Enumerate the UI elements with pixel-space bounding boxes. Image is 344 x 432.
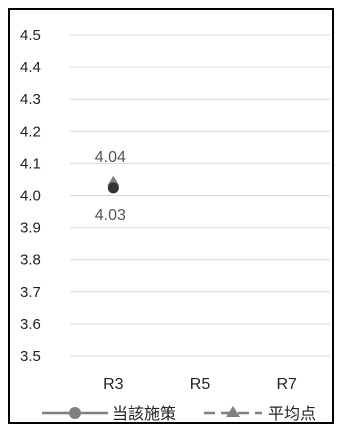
legend: 当該施策 平均点 — [42, 404, 316, 423]
x-tick-label: R7 — [276, 376, 297, 393]
y-tick-label: 4.0 — [20, 188, 41, 205]
legend-label-policy: 当該施策 — [112, 404, 176, 423]
legend-label-average: 平均点 — [268, 404, 316, 423]
series-policy-point — [107, 182, 119, 194]
y-tick-label: 4.5 — [20, 27, 41, 44]
x-tick-label: R3 — [103, 376, 124, 393]
x-tick-label: R5 — [190, 376, 211, 393]
data-label-policy: 4.03 — [95, 207, 126, 224]
y-tick-label: 3.9 — [20, 220, 41, 237]
y-tick-label: 3.7 — [20, 284, 41, 301]
y-tick-label: 4.3 — [20, 91, 41, 108]
y-tick-label: 3.6 — [20, 316, 41, 333]
data-label-average: 4.04 — [95, 149, 126, 166]
data-marks — [107, 175, 120, 194]
y-tick-label: 4.1 — [20, 155, 41, 172]
legend-marker-policy — [69, 407, 81, 419]
y-tick-label: 3.8 — [20, 252, 41, 269]
chart-frame — [8, 8, 334, 424]
grid-lines — [70, 34, 330, 357]
legend-marker-average — [226, 406, 240, 417]
y-tick-label: 3.5 — [20, 348, 41, 365]
y-axis-ticks: 4.5 4.4 4.3 4.2 4.1 4.0 3.9 3.8 3.7 3.6 3.5 — [20, 27, 41, 365]
x-axis-ticks: R3 R5 R7 — [103, 376, 297, 393]
data-labels: 4.04 4.03 — [95, 149, 126, 224]
y-tick-label: 4.4 — [20, 59, 41, 76]
series-average-point — [107, 175, 120, 186]
y-tick-label: 4.2 — [20, 123, 41, 140]
